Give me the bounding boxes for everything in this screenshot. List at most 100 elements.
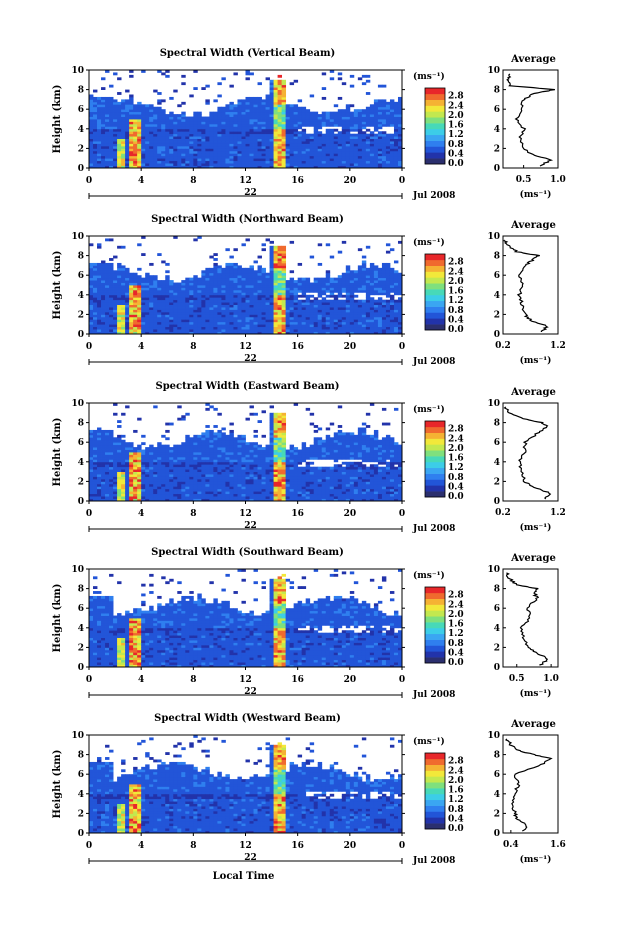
heatmap-cell [397,119,403,122]
heatmap-cell [349,292,355,296]
heatmap-cell [329,123,335,127]
heatmap-cell [141,493,146,497]
heatmap-cell [293,114,299,117]
heatmap-cell [329,316,335,320]
heatmap-cell [229,314,234,318]
heatmap-cell [373,123,379,127]
heatmap-cell [197,123,202,127]
colorbar-swatch [425,99,445,106]
heatmap-cell [153,493,158,497]
heatmap-cell [397,309,403,313]
heatmap-cell [89,329,94,332]
heatmap-cell [149,287,154,291]
heatmap-cell [357,329,363,332]
heatmap-cell [317,309,323,313]
heatmap-cell [237,114,242,117]
heatmap-cell [121,294,126,298]
heatmap-cell [309,133,315,137]
heatmap-cell [385,243,391,247]
heatmap-cell [113,143,118,147]
heatmap-cell [277,302,283,305]
panel-2: Spectral Width (Northward Beam)0246810He… [52,214,566,367]
heatmap-cell [333,285,339,288]
heatmap-cell [97,272,102,276]
heatmap-cell [225,165,230,169]
heatmap-cell [193,314,198,318]
heatmap-cell [117,326,122,330]
heatmap-cell [297,133,303,137]
heatmap-cell [269,324,274,328]
heatmap-cell [341,121,347,125]
heatmap-cell [253,106,258,110]
heatmap-cell [309,319,315,323]
heatmap-cell [349,160,355,164]
heatmap-cell [337,136,343,139]
heatmap-cell [197,138,202,142]
heatmap-cell [313,160,319,164]
heatmap-cell [249,99,254,103]
heatmap-cell [233,302,238,305]
heatmap-cell [333,141,339,144]
heatmap-cell [225,106,230,110]
heatmap-cell [169,452,174,455]
heatmap-cell [89,150,94,154]
heatmap-cell [293,316,299,320]
heatmap-cell [377,126,383,130]
heatmap-cell [329,158,335,162]
heatmap-cell [105,111,110,115]
avg-y-tick-label: 0 [494,164,500,174]
heatmap-cell [257,294,262,298]
heatmap-cell [173,471,178,475]
heatmap-cell [189,304,194,308]
heatmap-cell [245,99,250,103]
heatmap-cell [269,292,274,296]
heatmap-cell [253,114,258,117]
heatmap-cell [317,121,323,125]
heatmap-cell [293,297,299,301]
heatmap-cell [341,304,347,308]
heatmap-cell [221,138,226,142]
heatmap-cell [197,304,202,308]
heatmap-cell [93,488,98,492]
heatmap-cell [309,326,315,330]
heatmap-cell [237,109,242,113]
heatmap-cell [101,111,106,115]
heatmap-cell [193,481,198,485]
heatmap-cell [209,155,214,159]
heatmap-cell [361,82,367,86]
heatmap-cell [253,321,258,325]
heatmap-cell [137,498,142,502]
heatmap-cell [305,307,311,310]
heatmap-cell [285,292,291,296]
heatmap-cell [385,136,391,139]
heatmap-cell [129,104,134,108]
heatmap-cell [93,331,98,335]
heatmap-cell [241,287,246,291]
heatmap-cell [161,316,166,320]
heatmap-cell [105,297,110,301]
heatmap-cell [373,101,379,105]
heatmap-cell [149,133,154,137]
heatmap-cell [213,311,218,315]
heatmap-cell [109,314,114,318]
heatmap-cell [113,412,118,416]
heatmap-cell [377,329,383,332]
heatmap-cell [121,324,126,328]
heatmap-cell [357,138,363,142]
average-title: Average [510,220,556,231]
heatmap-cell [241,285,246,288]
heatmap-cell [185,498,190,502]
heatmap-cell [377,133,383,137]
heatmap-cell [153,294,158,298]
heatmap-cell [193,474,198,477]
heatmap-cell [305,326,311,330]
heatmap-cell [197,299,202,303]
heatmap-cell [365,145,371,149]
heatmap-cell [129,106,134,110]
heatmap-cell [205,155,210,159]
heatmap-cell [117,282,122,286]
heatmap-cell [173,145,178,149]
heatmap-cell [121,123,126,127]
heatmap-cell [373,326,379,330]
heatmap-cell [169,488,174,492]
